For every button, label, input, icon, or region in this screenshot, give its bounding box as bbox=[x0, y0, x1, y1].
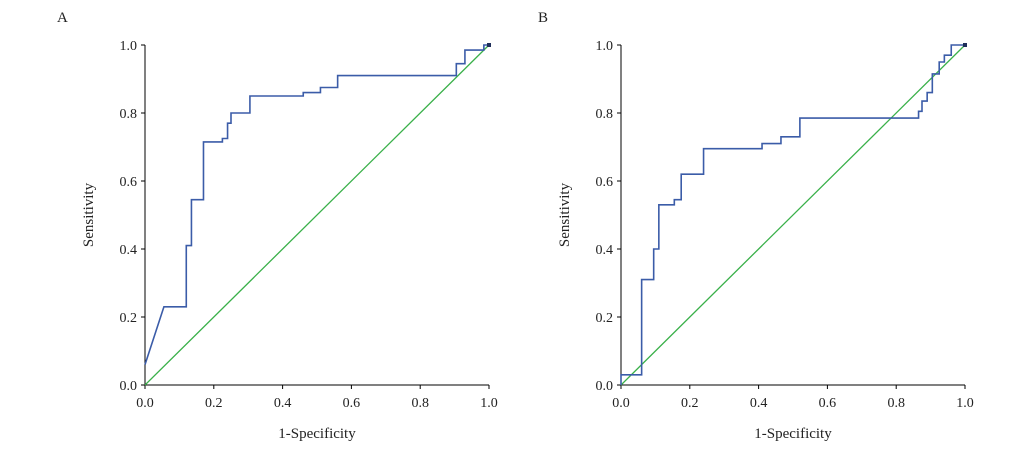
reference-diagonal-line bbox=[620, 44, 966, 386]
x-axis-label: 1-Specificity bbox=[754, 426, 832, 442]
x-tick-label: 1.0 bbox=[956, 396, 974, 411]
y-tick-label: 0.2 bbox=[120, 311, 138, 326]
panel-label: B bbox=[538, 10, 548, 26]
panel-label: A bbox=[57, 10, 68, 26]
y-tick-label: 0.0 bbox=[120, 379, 138, 394]
roc-panel-a: A 0.0 0.2 0.4 0.6 0.8 1.0 0.0 0.2 0.4 0.6 0.8 1.0 1-S… bbox=[57, 10, 498, 442]
x-tick-label: 0.6 bbox=[819, 396, 837, 411]
y-tick-label: 0.4 bbox=[120, 243, 138, 258]
y-tick-label: 0.4 bbox=[596, 243, 614, 258]
y-tick-label: 0.8 bbox=[596, 107, 614, 122]
y-tick-label: 1.0 bbox=[596, 39, 614, 54]
x-tick-label: 0.4 bbox=[750, 396, 768, 411]
x-tick-label: 0.8 bbox=[887, 396, 905, 411]
roc-curve-line bbox=[144, 44, 489, 365]
x-tick-label: 0.0 bbox=[136, 396, 154, 411]
x-tick-label: 0.8 bbox=[411, 396, 429, 411]
y-tick-label: 0.0 bbox=[596, 379, 614, 394]
x-tick-label: 0.2 bbox=[205, 396, 223, 411]
y-tick-label: 1.0 bbox=[120, 39, 138, 54]
reference-diagonal-line bbox=[144, 44, 490, 386]
curve-endpoint-marker bbox=[963, 43, 967, 47]
y-tick-label: 0.8 bbox=[120, 107, 138, 122]
y-axis-label: Sensitivity bbox=[557, 182, 573, 247]
x-tick-label: 0.0 bbox=[612, 396, 630, 411]
roc-panel-b: B 0.0 0.2 0.4 0.6 0.8 1.0 0.0 0.2 0.4 0.6 0.8 1.0 1-S… bbox=[538, 10, 974, 442]
y-axis-label: Sensitivity bbox=[81, 182, 97, 247]
x-tick-label: 0.6 bbox=[343, 396, 361, 411]
roc-curve-line bbox=[620, 44, 965, 385]
y-tick-label: 0.6 bbox=[596, 175, 614, 190]
y-tick-label: 0.2 bbox=[596, 311, 614, 326]
x-tick-label: 0.2 bbox=[681, 396, 699, 411]
x-tick-label: 0.4 bbox=[274, 396, 292, 411]
x-axis-label: 1-Specificity bbox=[278, 426, 356, 442]
curve-endpoint-marker bbox=[487, 43, 491, 47]
y-tick-label: 0.6 bbox=[120, 175, 138, 190]
x-tick-label: 1.0 bbox=[480, 396, 498, 411]
